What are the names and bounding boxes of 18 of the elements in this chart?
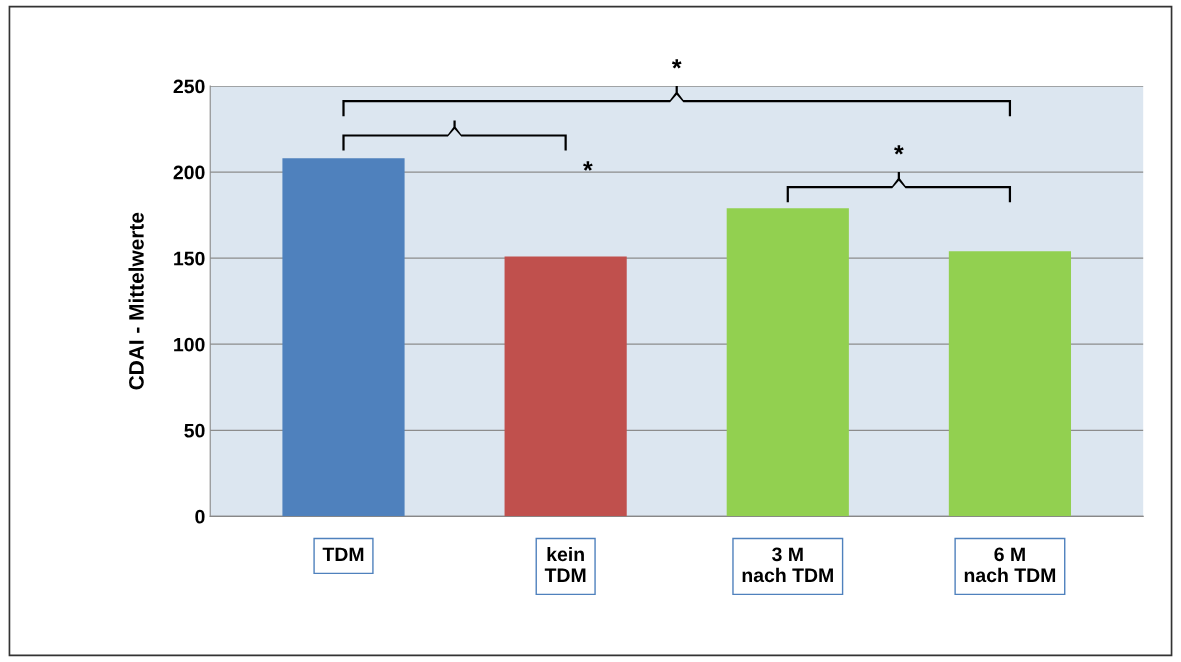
text: *: [671, 59, 682, 69]
x-tick-label: kein TDM: [544, 546, 586, 582]
y-tick-label: 250: [173, 79, 205, 94]
annotation: *: [894, 145, 904, 155]
x-tick-label: 3 M nach TDM: [742, 547, 833, 583]
x-tick-label: TDM: [322, 547, 364, 562]
bar: [282, 158, 405, 517]
bar: [726, 208, 849, 517]
bar: [504, 256, 627, 517]
y-axis-title: CDAI - Mittelwerte: [128, 212, 144, 390]
y-tick-label: 50: [184, 423, 205, 438]
annotation: *: [583, 161, 593, 171]
y-tick-label: 150: [174, 251, 205, 266]
y-tick-label: 200: [173, 165, 205, 180]
y-tick-label: 0: [195, 509, 205, 524]
x-tick-label: 6 M nach TDM: [964, 547, 1056, 583]
y-tick-label: 100: [174, 337, 205, 352]
bar: [948, 251, 1072, 517]
